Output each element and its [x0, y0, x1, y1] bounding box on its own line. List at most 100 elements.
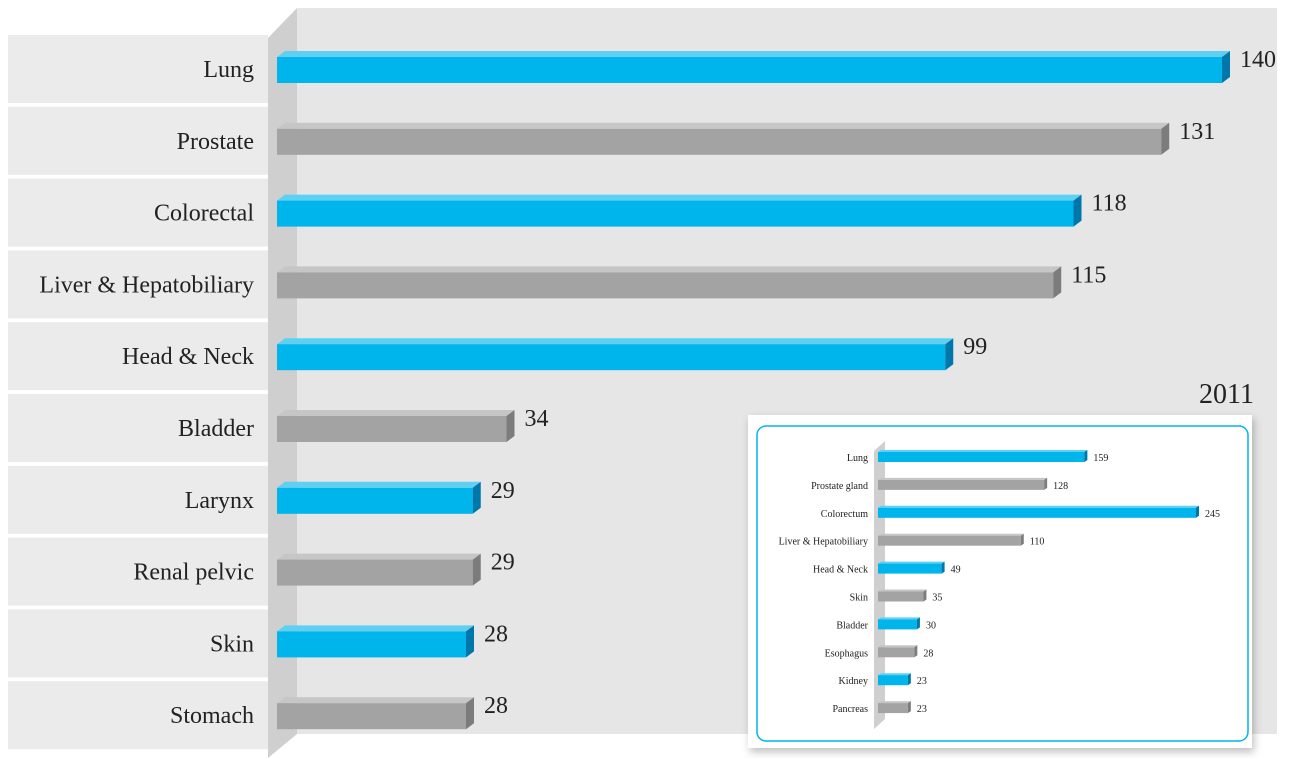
category-row-band: [8, 322, 268, 391]
inset-bar: [878, 619, 917, 630]
value-label: 131: [1179, 119, 1215, 145]
category-row-band: [8, 394, 268, 462]
category-label: Bladder: [178, 416, 254, 442]
bar-top-face: [277, 51, 1230, 57]
category-row-band: [8, 35, 268, 103]
bar-top-face: [277, 697, 474, 704]
inset-chart-panel: Lung Prostate gland Colorectum Liver & Hepa…: [748, 415, 1252, 748]
inset-bar: [878, 703, 908, 714]
category-row-band: [8, 537, 268, 606]
value-label: 28: [484, 621, 508, 647]
value-label: 99: [963, 334, 987, 360]
bar-end-face: [506, 410, 515, 442]
inset-bar: [878, 535, 1021, 546]
inset-bar-top-face: [878, 701, 911, 704]
bar-end-face: [1073, 194, 1082, 227]
inset-bar-end-face: [1020, 533, 1024, 546]
inset-bar-top-face: [878, 617, 920, 620]
inset-category-label: Kidney: [839, 676, 868, 687]
inset-bars: [878, 450, 1199, 714]
inset-bar-top-face: [878, 533, 1024, 536]
inset-value-label: 245: [1205, 509, 1220, 520]
bar: [277, 559, 473, 586]
value-label: 28: [484, 693, 508, 719]
inset-value-label: 110: [1030, 537, 1045, 548]
category-label: Renal pelvic: [133, 560, 254, 586]
inset-bar-top-face: [878, 645, 918, 648]
inset-value-label: 35: [932, 593, 942, 604]
inset-bar-end-face: [1084, 450, 1088, 462]
main-bars: [277, 51, 1230, 730]
inset-bar-chart: Lung Prostate gland Colorectum Liver & Hepa…: [756, 425, 1249, 742]
main-value-labels: 140 131 118 115 99 34 29 29 28 28: [484, 47, 1276, 719]
category-label: Prostate: [177, 129, 254, 155]
inset-bar-end-face: [907, 701, 911, 714]
inset-value-label: 30: [926, 620, 936, 631]
bar: [277, 416, 507, 442]
inset-category-label: Skin: [850, 593, 868, 604]
inset-category-label: Bladder: [836, 620, 868, 631]
inset-category-labels: Lung Prostate gland Colorectum Liver & Hepa…: [779, 453, 869, 715]
inset-chart-title: 2011: [1199, 379, 1254, 410]
value-label: 34: [525, 406, 549, 432]
category-row-band: [8, 681, 268, 750]
inset-bar: [878, 675, 908, 686]
inset-category-label: Prostate gland: [811, 481, 868, 492]
bar: [277, 200, 1074, 227]
bar-end-face: [472, 553, 481, 586]
inset-bar-top-face: [878, 450, 1088, 452]
inset-category-label: Colorectum: [821, 509, 868, 520]
bar-top-face: [277, 553, 481, 560]
bar: [277, 57, 1222, 83]
bar: [277, 344, 946, 371]
inset-bar: [878, 507, 1196, 518]
category-label: Stomach: [170, 703, 254, 729]
category-row-band: [8, 178, 268, 247]
inset-bar: [878, 647, 915, 658]
bar: [277, 128, 1162, 155]
bar: [277, 487, 473, 514]
category-label: Lung: [203, 57, 254, 83]
bar-top-face: [277, 625, 474, 632]
bar-end-face: [466, 625, 474, 658]
value-label: 115: [1071, 262, 1106, 288]
category-row-band: [8, 250, 268, 319]
inset-bar-end-face: [1196, 505, 1199, 518]
inset-bar-end-face: [941, 561, 945, 574]
inset-value-label: 23: [917, 704, 927, 715]
inset-bar-top-face: [878, 561, 945, 564]
inset-category-label: Head & Neck: [813, 565, 868, 576]
inset-value-label: 49: [951, 565, 961, 576]
bar-end-face: [1161, 122, 1170, 155]
inset-bar: [878, 479, 1045, 490]
inset-bar-end-face: [923, 589, 927, 602]
bar-end-face: [466, 697, 474, 730]
category-row-band: [8, 465, 268, 534]
inset-bar-top-face: [878, 673, 911, 676]
category-row-band: [8, 609, 268, 678]
bar: [277, 631, 466, 658]
value-label: 140: [1240, 47, 1276, 73]
bar-top-face: [277, 122, 1170, 129]
inset-value-labels: 159 128 245 110 49 35 30 28 23 23: [917, 453, 1220, 715]
inset-bar: [878, 563, 942, 574]
inset-value-label: 23: [917, 676, 927, 687]
inset-category-label: Pancreas: [832, 704, 868, 715]
category-label: Liver & Hepatobiliary: [39, 272, 254, 298]
category-label: Larynx: [185, 488, 254, 514]
inset-category-label: Esophagus: [825, 648, 868, 659]
bar: [277, 272, 1054, 299]
category-label: Head & Neck: [122, 344, 254, 370]
inset-category-label: Lung: [847, 453, 868, 464]
inset-value-label: 159: [1093, 453, 1108, 464]
category-row-band: [8, 106, 268, 175]
category-label: Skin: [210, 631, 254, 657]
category-label: Colorectal: [154, 201, 254, 227]
inset-bar-end-face: [1044, 477, 1048, 490]
inset-bar-end-face: [907, 673, 911, 686]
bar-top-face: [277, 266, 1062, 273]
inset-bar: [878, 591, 924, 602]
bar-end-face: [945, 338, 954, 371]
value-label: 29: [491, 550, 515, 576]
